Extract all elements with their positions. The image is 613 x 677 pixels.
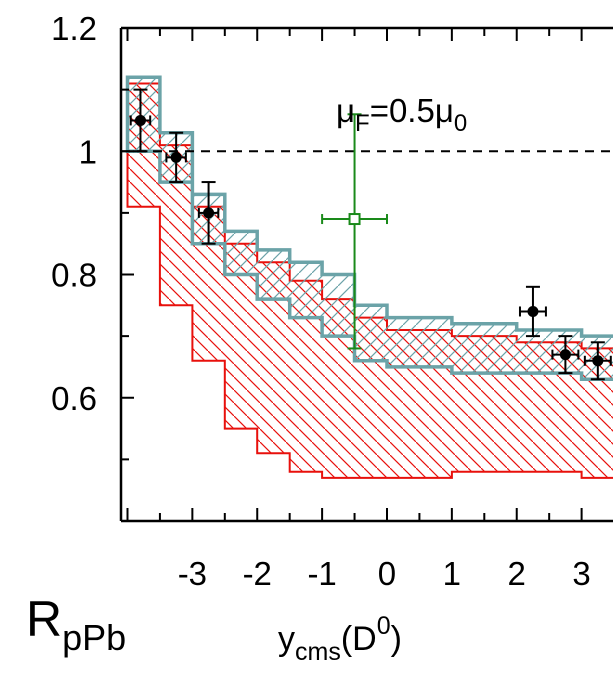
data-point-s0-1 [165,131,187,184]
uncertainty-bands [125,75,613,479]
scale-annotation: μF=0.5μ0 [336,92,467,137]
y-tick-label: 1 [79,133,97,170]
x-tick-label: -2 [243,555,272,592]
marker-filled-circle [170,151,182,163]
marker-filled-circle [134,114,146,126]
marker-filled-circle [203,207,215,219]
x-axis-ticks: -3 -2 -1 0 1 2 3 [126,28,591,592]
x-tick-label: -3 [178,555,207,592]
band-red-0 [126,82,613,479]
data-point-s0-0 [129,88,152,153]
data-point-s0-5 [583,341,612,381]
x-tick-label: 3 [572,555,590,592]
x-axis-title: ycms(D0) [278,612,402,666]
data-point-s0-3 [518,285,547,338]
y-axis-title: RpPb [26,591,126,658]
y-tick-label: 0.6 [51,380,97,417]
data-point-s0-2 [197,181,220,245]
marker-filled-circle [527,305,539,317]
marker-filled-circle [592,355,604,367]
data-point-s1-0 [321,113,388,350]
y-axis-ticks: 0.6 0.8 1 1.2 [51,10,134,461]
data-points [129,88,612,381]
y-tick-label: 0.8 [51,257,97,294]
marker-open-square [348,213,361,226]
y-tick-label: 1.2 [51,10,97,47]
x-tick-label: -1 [307,555,336,592]
data-point-s0-4 [551,335,580,375]
x-tick-label: 2 [508,555,526,592]
marker-filled-circle [559,349,571,361]
x-tick-label: 1 [443,555,461,592]
x-tick-label: 0 [378,555,396,592]
